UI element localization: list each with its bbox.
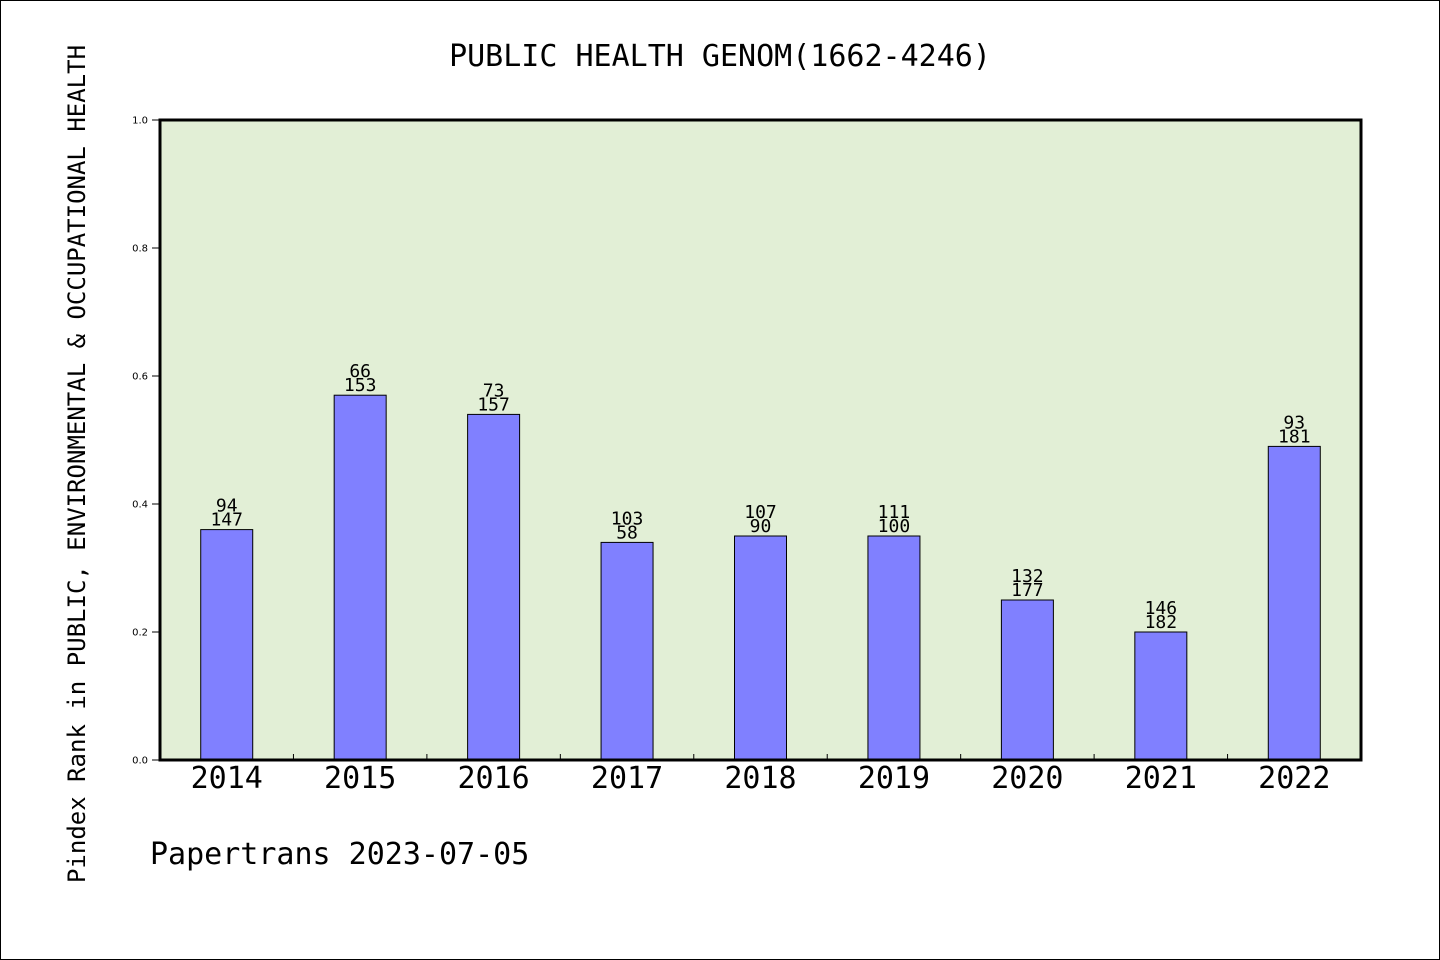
bar-label-top: 107 bbox=[744, 502, 777, 523]
y-tick-label: 0.0 bbox=[132, 756, 148, 767]
x-tick-label: 2017 bbox=[591, 761, 663, 796]
bar-label-top: 103 bbox=[611, 508, 644, 529]
y-axis-label: Pindex Rank in PUBLIC, ENVIRONMENTAL & O… bbox=[63, 45, 91, 883]
bar-label-bottom: 100 bbox=[878, 516, 911, 537]
y-tick-label: 0.4 bbox=[132, 500, 148, 511]
x-axis-ticks: 2014 2015 2016 2017 2018 2019 2020 2021 2022 bbox=[191, 754, 1330, 796]
bar-label-bottom: 182 bbox=[1145, 612, 1178, 633]
bar-label-bottom: 153 bbox=[344, 375, 377, 396]
x-tick-label: 2022 bbox=[1258, 761, 1330, 796]
bar bbox=[1134, 631, 1188, 761]
bar-label-bottom: 58 bbox=[616, 522, 638, 543]
bar-label-top: 132 bbox=[1011, 566, 1044, 587]
bar bbox=[734, 535, 787, 761]
bar bbox=[200, 529, 254, 761]
bar-label-top: 93 bbox=[1283, 412, 1305, 433]
x-tick-label: 2016 bbox=[457, 761, 529, 796]
footer-text: Papertrans 2023-07-05 bbox=[150, 837, 529, 872]
x-tick-label: 2020 bbox=[991, 761, 1063, 796]
x-tick-label: 2014 bbox=[191, 761, 263, 796]
bar-label-top: 94 bbox=[216, 496, 238, 517]
y-tick-label: 0.8 bbox=[132, 244, 148, 255]
y-tick-label: 0.6 bbox=[132, 372, 148, 383]
bar bbox=[1000, 599, 1054, 761]
x-tick-label: 2021 bbox=[1125, 761, 1197, 796]
bar-label-bottom: 177 bbox=[1011, 580, 1044, 601]
bar-label-bottom: 157 bbox=[477, 394, 510, 415]
bar bbox=[867, 535, 921, 761]
bar bbox=[600, 541, 654, 761]
bar bbox=[1267, 445, 1321, 761]
y-tick-label: 0.2 bbox=[132, 628, 148, 639]
bar-label-bottom: 181 bbox=[1278, 426, 1311, 447]
bar bbox=[467, 413, 521, 761]
bars bbox=[200, 394, 1321, 761]
x-tick-label: 2018 bbox=[724, 761, 796, 796]
bar-label-top: 111 bbox=[878, 502, 911, 523]
bar-label-bottom: 147 bbox=[210, 510, 243, 531]
bar-label-top: 66 bbox=[349, 361, 371, 382]
x-tick-label: 2015 bbox=[324, 761, 396, 796]
plot-frame bbox=[158, 118, 1363, 762]
bar bbox=[333, 394, 387, 761]
x-tick-label: 2019 bbox=[858, 761, 930, 796]
y-tick-label: 1.0 bbox=[132, 116, 148, 127]
chart-title: PUBLIC HEALTH GENOM(1662-4246) bbox=[449, 39, 991, 74]
bar-label-top: 73 bbox=[483, 380, 505, 401]
bar-label-top: 146 bbox=[1145, 598, 1178, 619]
bar-label-bottom: 90 bbox=[750, 516, 772, 537]
